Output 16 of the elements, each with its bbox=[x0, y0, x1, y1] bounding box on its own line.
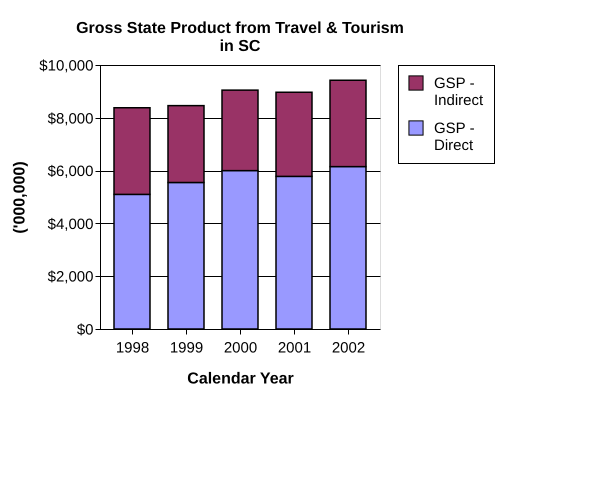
legend-label: GSP - Direct bbox=[434, 120, 475, 154]
y-tick-label: $6,000 bbox=[48, 163, 94, 180]
y-tick-label: $8,000 bbox=[48, 110, 94, 128]
y-axis-title: ('000,000) bbox=[11, 161, 28, 234]
legend-label: GSP - Indirect bbox=[434, 75, 484, 109]
x-tick-label: 2002 bbox=[332, 340, 366, 356]
x-tick-label: 2001 bbox=[278, 340, 312, 356]
y-tick-label: $0 bbox=[76, 322, 94, 338]
y-tick-label: $10,000 bbox=[39, 58, 94, 74]
x-tick-label: 2000 bbox=[224, 340, 258, 356]
y-tick-label: $2,000 bbox=[48, 268, 94, 286]
x-tick-label: 1998 bbox=[116, 340, 150, 356]
x-tick-label: 1999 bbox=[170, 340, 204, 356]
x-axis-title: Calendar Year bbox=[187, 370, 294, 388]
chart-title: Gross State Product from Travel & Tourism in SC bbox=[76, 20, 404, 55]
y-tick-label: $4,000 bbox=[48, 216, 94, 233]
